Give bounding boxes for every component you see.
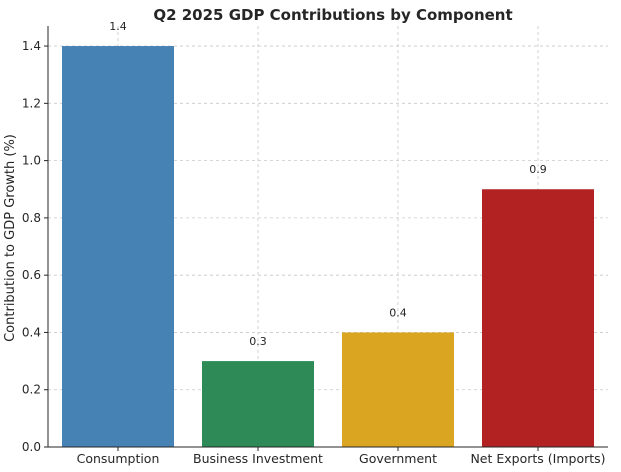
x-tick-label: Business Investment [193,451,323,466]
x-tick-label: Net Exports (Imports) [470,451,605,466]
data-label: 1.4 [109,20,127,33]
data-label: 0.4 [389,306,407,319]
y-tick-label: 0.4 [22,325,41,339]
bar-4 [482,189,594,447]
bar-3 [342,332,454,447]
y-tick-label: 1.4 [22,39,41,53]
x-tick-label: Government [359,451,437,466]
chart-title: Q2 2025 GDP Contributions by Component [153,6,512,24]
bars [62,46,594,448]
y-tick-label: 0.2 [22,383,41,397]
x-tick-label: Consumption [77,451,160,466]
data-label: 0.3 [249,335,267,348]
data-label: 0.9 [529,163,547,176]
y-tick-label: 0.0 [22,440,41,454]
bar-2 [202,361,314,447]
y-tick-label: 0.6 [22,268,41,282]
y-axis-label: Contribution to GDP Growth (%) [3,134,18,342]
tick-labels: 0.0 0.2 0.4 0.6 0.8 1.0 1.2 1.4 Consumption Busin… [22,39,606,466]
y-tick-label: 0.8 [22,211,41,225]
bar-1 [62,46,174,448]
y-tick-label: 1.2 [22,96,41,110]
data-labels: 1.4 0.3 0.4 0.9 [109,20,547,348]
y-tick-label: 1.0 [22,154,41,168]
axes [44,26,608,451]
